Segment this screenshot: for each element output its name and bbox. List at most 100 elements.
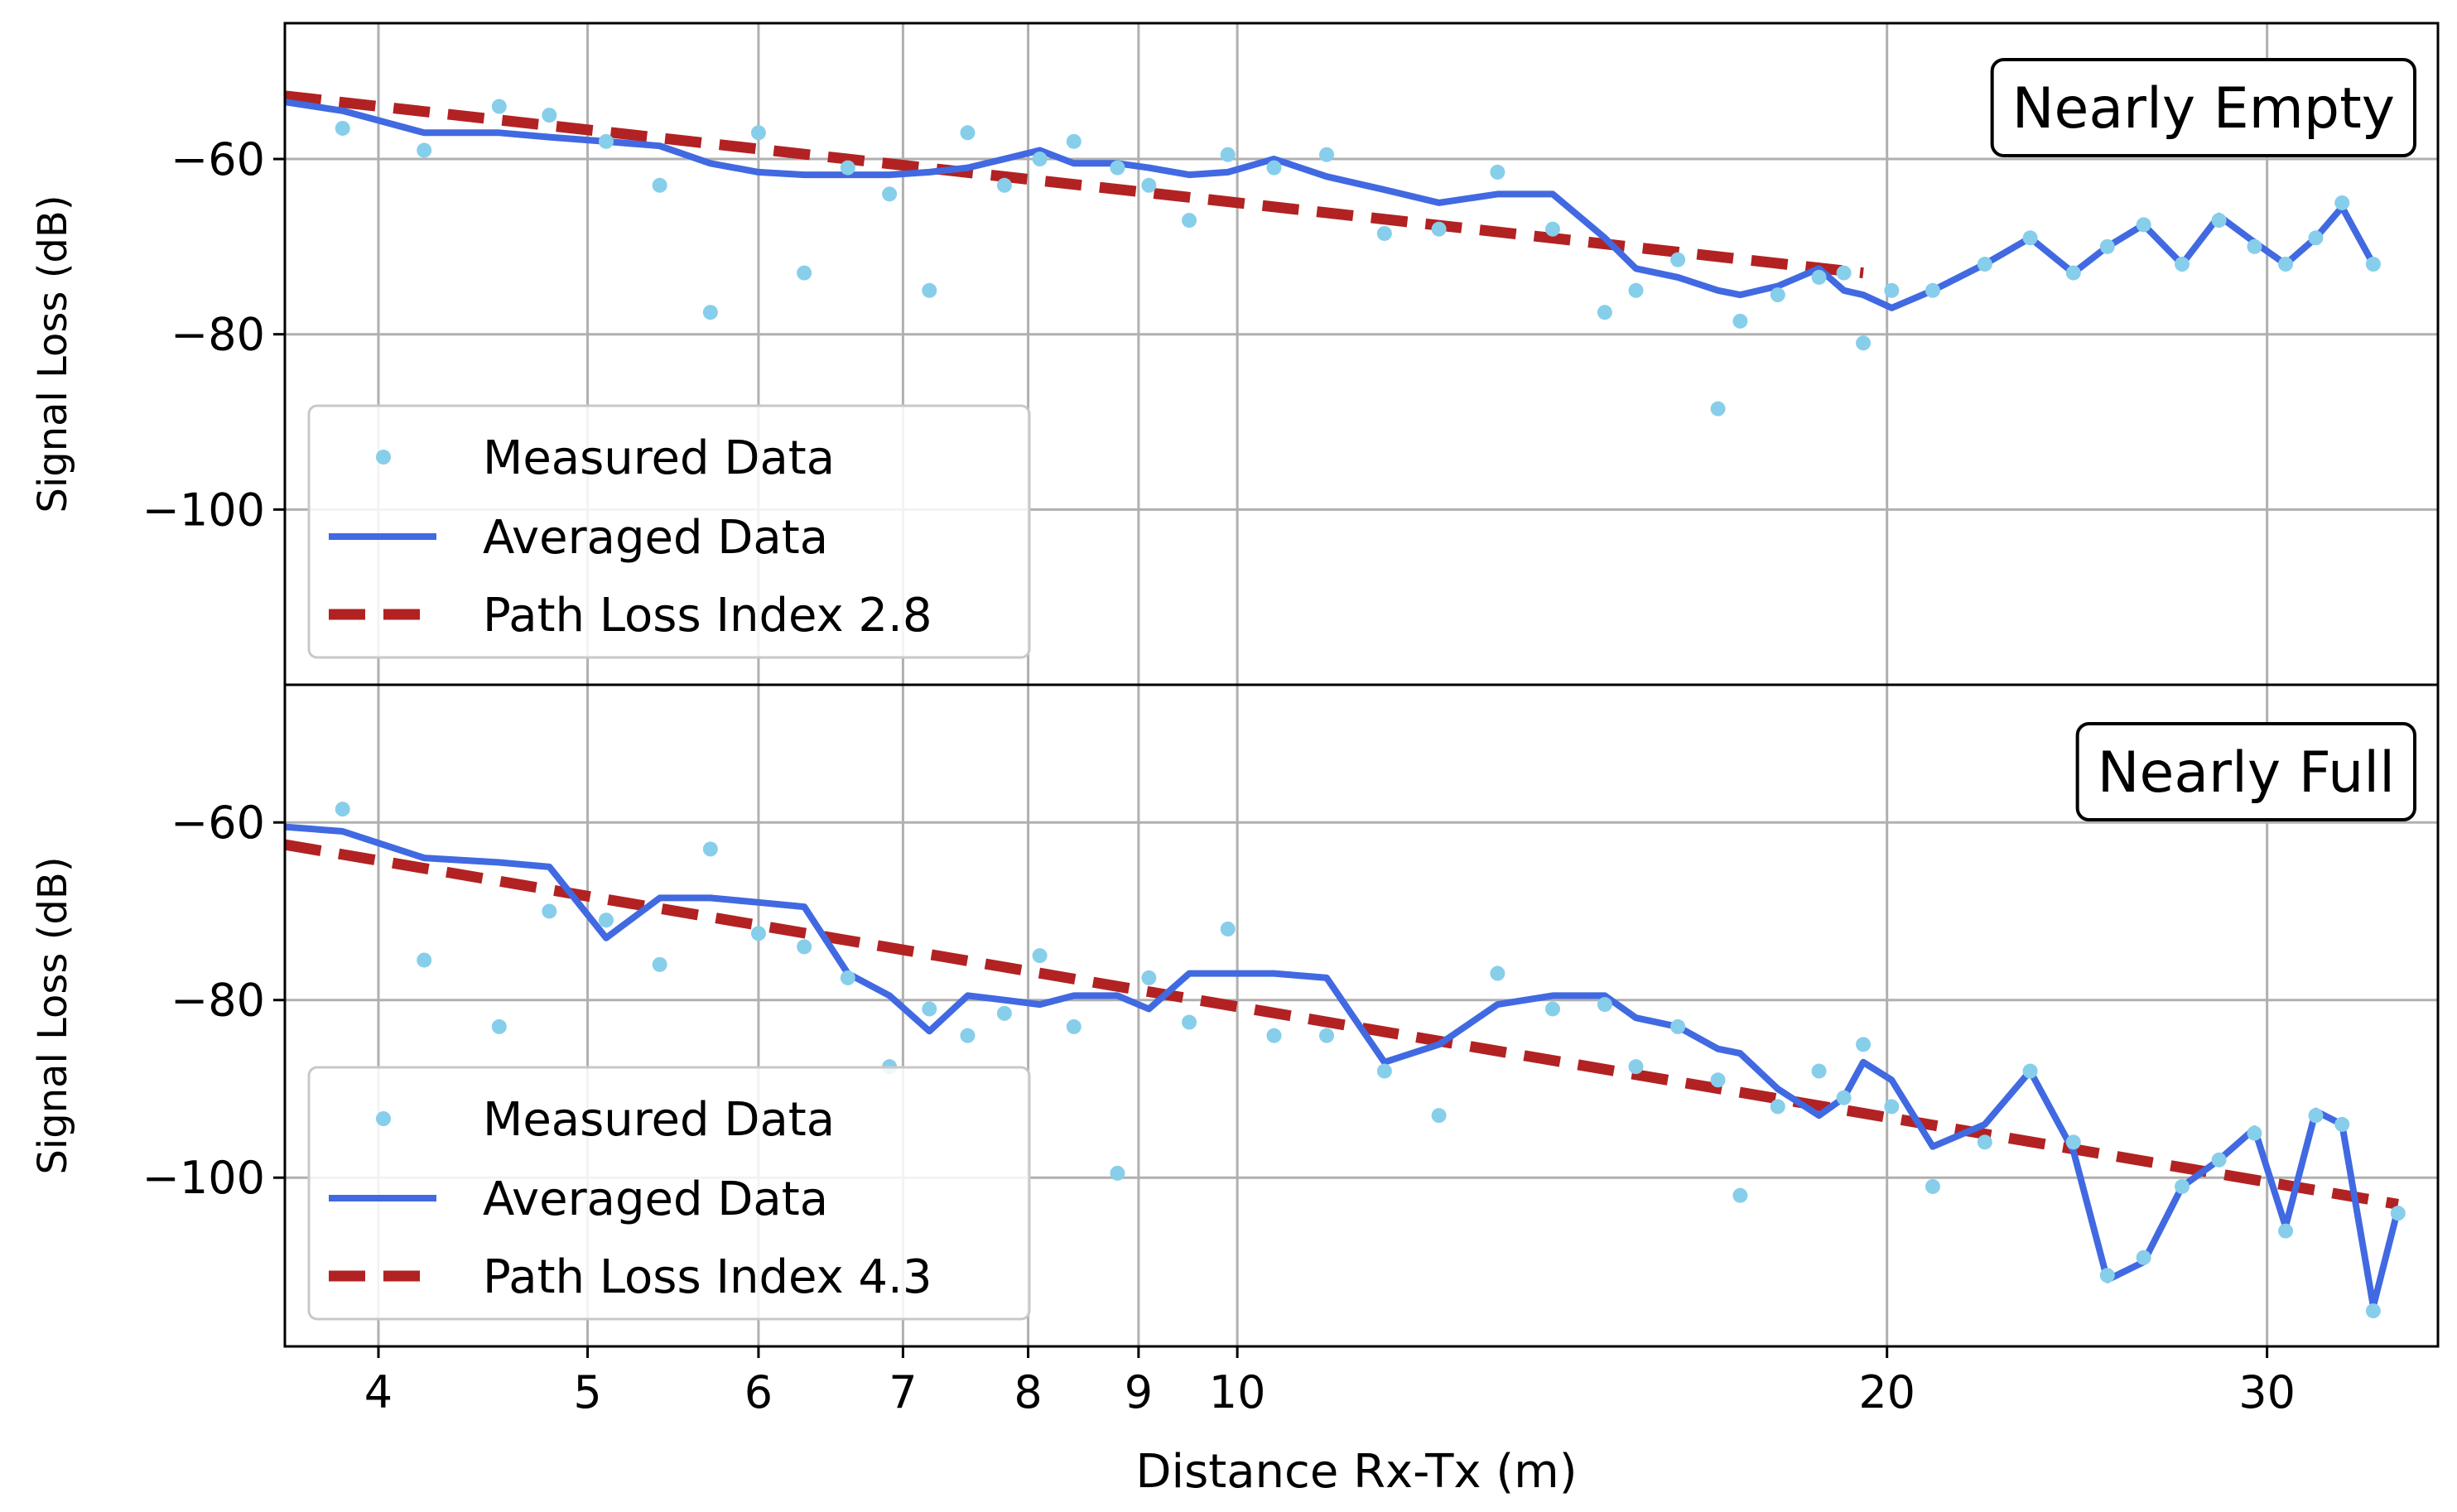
measured-point <box>2365 257 2381 272</box>
measured-point <box>1319 1028 1335 1043</box>
x-tick-label: 7 <box>889 1366 917 1418</box>
measured-point <box>335 120 350 136</box>
measured-point <box>1490 965 1506 981</box>
legend-label-measured: Measured Data <box>483 431 835 485</box>
measured-point <box>1032 948 1048 964</box>
measured-point <box>1066 133 1082 149</box>
measured-point <box>750 926 766 941</box>
measured-point <box>1836 1090 1852 1105</box>
x-tick-label: 8 <box>1014 1366 1042 1418</box>
x-ticks: 4 5 6 7 8 9 10 20 30 <box>364 1346 2296 1418</box>
measured-point <box>2334 195 2350 210</box>
x-tick-label: 9 <box>1125 1366 1153 1418</box>
measured-point <box>702 841 718 857</box>
measured-point <box>1884 1099 1900 1115</box>
measured-point <box>1141 177 1157 193</box>
measured-point <box>542 903 557 919</box>
x-tick-label: 6 <box>744 1366 773 1418</box>
measured-point <box>960 1028 976 1043</box>
measured-point <box>1732 1187 1748 1203</box>
measured-point <box>840 160 855 176</box>
measured-point <box>1597 305 1612 320</box>
measured-point <box>2308 230 2324 246</box>
measured-point <box>1884 282 1900 298</box>
measured-point <box>2365 1303 2381 1319</box>
measured-point <box>2334 1116 2350 1132</box>
measured-point <box>491 99 507 114</box>
measured-point <box>1770 1099 1785 1115</box>
measured-point <box>1066 1018 1082 1034</box>
panel-nearly-empty: −60 −80 −100 Signal Loss (dB) Nearly Empty… <box>30 22 2440 686</box>
measured-point <box>1110 1165 1125 1181</box>
y-tick-label: −80 <box>171 975 265 1027</box>
x-tick-label: 4 <box>364 1366 393 1418</box>
measured-point <box>417 142 432 158</box>
measured-point <box>2022 1063 2038 1079</box>
measured-point <box>1431 1108 1447 1124</box>
annotation-box: Nearly Full <box>2075 722 2416 821</box>
measured-point <box>2247 238 2262 254</box>
measured-point <box>542 108 557 123</box>
y-tick-label: −100 <box>142 1152 265 1204</box>
measured-point <box>996 1005 1012 1021</box>
annotation-box: Nearly Empty <box>1990 58 2416 157</box>
measured-point <box>2278 1223 2294 1239</box>
x-tick-label: 10 <box>1209 1366 1266 1418</box>
path-loss-fit-line <box>284 90 1864 279</box>
measured-point <box>1220 147 1236 162</box>
measured-point <box>922 1001 937 1017</box>
y-tick-label: −100 <box>142 484 265 536</box>
plot-frame <box>283 683 2440 1348</box>
measured-point <box>1220 921 1236 937</box>
measured-point <box>1266 1028 1282 1043</box>
legend-label-averaged: Averaged Data <box>483 1173 828 1226</box>
measured-point <box>1032 152 1048 167</box>
y-tick-label: −60 <box>171 133 265 185</box>
measured-point <box>1431 221 1447 237</box>
legend-label-measured: Measured Data <box>483 1093 835 1147</box>
measured-point <box>1732 313 1748 329</box>
y-tick-label: −80 <box>171 309 265 361</box>
measured-point <box>797 265 812 281</box>
measured-point <box>598 133 614 149</box>
measured-series <box>335 99 2381 417</box>
annotation-label: Nearly Empty <box>2012 76 2395 142</box>
legend: Measured Data Averaged Data Path Loss In… <box>307 1066 1031 1321</box>
legend-marker-measured <box>376 1111 391 1126</box>
measured-point <box>417 952 432 968</box>
measured-point <box>1628 282 1644 298</box>
measured-point <box>922 282 937 298</box>
legend-label-averaged: Averaged Data <box>483 511 828 565</box>
measured-point <box>1977 257 1992 272</box>
measured-point <box>652 956 667 972</box>
measured-point <box>2022 230 2038 246</box>
measured-point <box>1925 1178 1940 1194</box>
measured-point <box>1376 225 1392 241</box>
measured-point <box>2211 1152 2227 1168</box>
legend-marker-measured <box>376 450 391 465</box>
measured-point <box>1856 335 1872 351</box>
path-loss-fit-series <box>283 839 2399 1210</box>
measured-point <box>2136 1250 2151 1265</box>
averaged-line <box>284 823 2402 1310</box>
measured-point <box>1544 1001 1560 1017</box>
measured-point <box>750 125 766 141</box>
measured-point <box>2136 217 2151 233</box>
x-axis-label: Distance Rx-Tx (m) <box>1135 1445 1577 1499</box>
x-tick-label: 20 <box>1858 1366 1915 1418</box>
measured-point <box>2099 1268 2115 1283</box>
measured-point <box>2308 1108 2324 1124</box>
measured-point <box>2175 257 2190 272</box>
measured-point <box>960 125 976 141</box>
measured-point <box>1670 1018 1686 1034</box>
y-tick-label: −60 <box>171 797 265 849</box>
measured-point <box>652 177 667 193</box>
path-loss-fit-series <box>284 90 1864 279</box>
measured-point <box>1856 1037 1872 1052</box>
y-axis-label: Signal Loss (dB) <box>30 195 76 513</box>
legend-label-fit: Path Loss Index 4.3 <box>483 1250 932 1304</box>
x-tick-label: 5 <box>573 1366 601 1418</box>
annotation-label: Nearly Full <box>2098 740 2395 806</box>
measured-point <box>1925 282 1940 298</box>
